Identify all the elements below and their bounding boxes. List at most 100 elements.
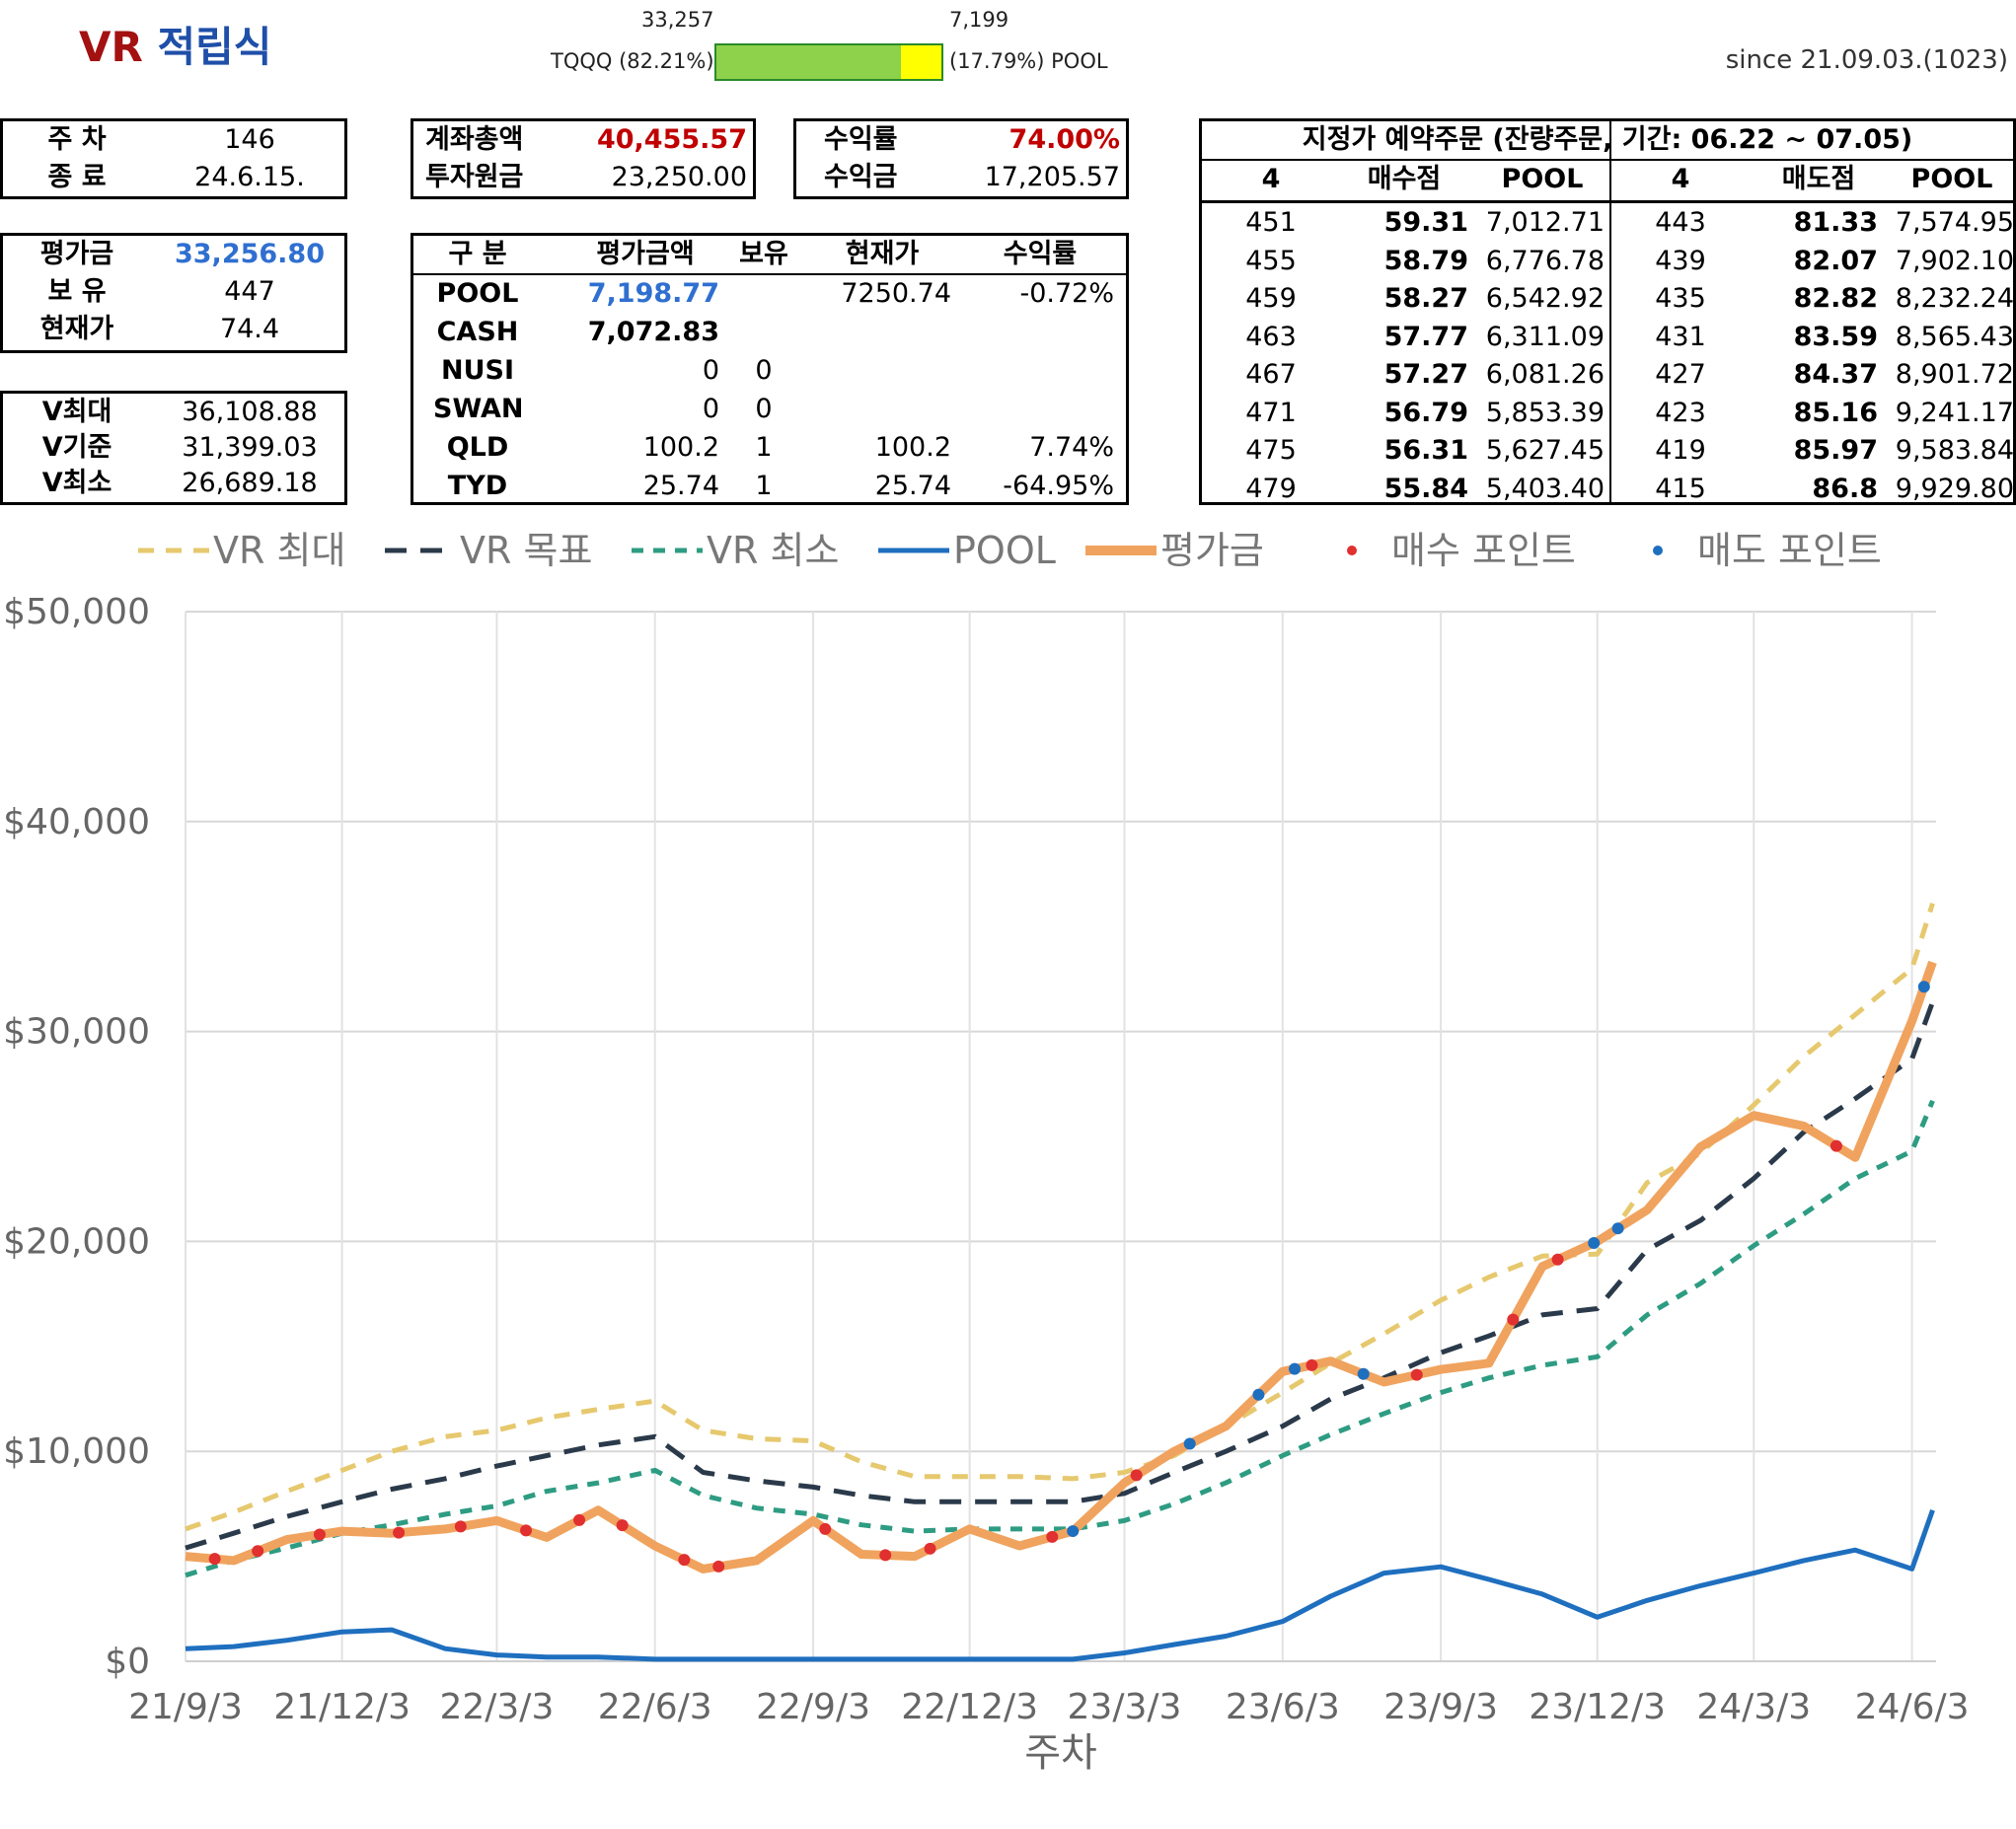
price-value: 74.4 bbox=[219, 314, 280, 344]
buy-point bbox=[1130, 1469, 1143, 1482]
legend-item: VR 최대 bbox=[138, 529, 345, 572]
eval-value: 33,256.80 bbox=[174, 239, 326, 269]
orders-header-buy-pool: POOL bbox=[1501, 164, 1584, 194]
holdings-cell: 7,072.83 bbox=[587, 317, 719, 347]
holdings-cell: 0 bbox=[702, 394, 719, 424]
order-cell: 439 bbox=[1655, 245, 1706, 276]
legend-item: POOL bbox=[878, 529, 1056, 572]
return-rate-label: 수익률 bbox=[824, 124, 898, 155]
order-cell: 58.79 bbox=[1383, 245, 1468, 276]
legend-label: 평가금 bbox=[1160, 529, 1264, 572]
chart-series bbox=[185, 903, 1937, 1662]
holdings-header-value: 평가금액 bbox=[596, 239, 695, 269]
order-cell: 8,565.43 bbox=[1895, 321, 2014, 352]
sell-point bbox=[1183, 1437, 1196, 1450]
vbase-value: 31,399.03 bbox=[182, 432, 318, 463]
week-row: 주 차 146 bbox=[3, 121, 344, 159]
profit-box: 수익률 74.00% 수익금 17,205.57 bbox=[793, 118, 1129, 199]
buy-point bbox=[252, 1545, 264, 1558]
allocation-tqqq-fill bbox=[716, 45, 902, 79]
legend-label: POOL bbox=[953, 529, 1056, 572]
holdings-cell: TYD bbox=[447, 471, 508, 501]
y-tick-label: $30,000 bbox=[3, 1012, 150, 1053]
end-row: 종 료 24.6.15. bbox=[3, 159, 344, 196]
order-cell: 475 bbox=[1245, 435, 1297, 466]
legend-item: 매도 포인트 bbox=[1653, 529, 1882, 572]
buy-point bbox=[924, 1542, 936, 1555]
order-cell: 8,901.72 bbox=[1895, 359, 2014, 390]
order-cell: 459 bbox=[1245, 283, 1297, 314]
hold-label: 보 유 bbox=[47, 276, 107, 307]
buy-point bbox=[678, 1554, 691, 1567]
buy-point bbox=[313, 1528, 326, 1541]
order-cell: 7,574.95 bbox=[1895, 207, 2014, 238]
y-tick-label: $10,000 bbox=[3, 1431, 150, 1472]
buy-point bbox=[616, 1519, 629, 1532]
alloc-right-top: 7,199 bbox=[949, 8, 1009, 32]
sell-point bbox=[1611, 1222, 1624, 1235]
allocation-bar bbox=[714, 43, 943, 81]
account-total-row: 계좌총액 40,455.57 bbox=[413, 121, 753, 159]
holdings-cell: 7.74% bbox=[1029, 432, 1114, 463]
alloc-left-top: 33,257 bbox=[641, 8, 714, 32]
orders-header-buy-qty: 4 bbox=[1261, 164, 1281, 194]
series-line-0 bbox=[185, 903, 1935, 1532]
x-tick-label: 21/9/3 bbox=[128, 1687, 243, 1727]
vmin-row: V최소 26,689.18 bbox=[3, 465, 344, 502]
order-cell: 59.31 bbox=[1383, 207, 1468, 238]
holdings-row: NUSI 0 0 bbox=[413, 352, 1126, 390]
x-axis-ticks: 21/9/3 21/12/3 22/3/3 22/6/3 22/9/3 22/12/3 23… bbox=[128, 1687, 1969, 1727]
x-tick-label: 23/3/3 bbox=[1068, 1687, 1182, 1727]
order-row: 467 57.27 6,081.26 427 84.37 8,901.72 bbox=[1202, 356, 2014, 394]
legend-label: VR 최소 bbox=[707, 529, 839, 572]
return-rate-value: 74.00% bbox=[1008, 124, 1120, 155]
holdings-row: CASH 7,072.83 bbox=[413, 314, 1126, 351]
profit-row: 수익금 17,205.57 bbox=[796, 159, 1126, 196]
holdings-header-return: 수익률 bbox=[1003, 239, 1078, 269]
page-title: VR 적립식 bbox=[79, 14, 271, 74]
holdings-header-kind: 구 분 bbox=[448, 239, 507, 269]
alloc-left-label: TQQQ (82.21%) bbox=[551, 49, 714, 73]
title-vr: VR bbox=[79, 23, 143, 71]
vbase-row: V기준 31,399.03 bbox=[3, 429, 344, 467]
buy-point bbox=[393, 1526, 406, 1539]
price-row: 현재가 74.4 bbox=[3, 311, 344, 348]
x-tick-label: 23/6/3 bbox=[1226, 1687, 1340, 1727]
chart-legend: VR 최대 VR 목표 VR 최소 POOL 평가금 매수 포인트 매도 포인트 bbox=[138, 529, 1882, 572]
order-cell: 57.27 bbox=[1383, 359, 1468, 390]
x-tick-label: 24/3/3 bbox=[1696, 1687, 1811, 1727]
legend-marker bbox=[1347, 546, 1357, 555]
orders-header-sell-qty: 4 bbox=[1671, 164, 1690, 194]
buy-point bbox=[1551, 1253, 1564, 1266]
allocation-pool-fill bbox=[901, 45, 941, 79]
buy-point bbox=[1829, 1139, 1842, 1152]
y-axis-ticks: $0 $10,000 $20,000 $30,000 $40,000 $50,000 bbox=[3, 592, 150, 1682]
order-cell: 82.07 bbox=[1793, 245, 1878, 276]
profit-value: 17,205.57 bbox=[984, 162, 1120, 192]
holdings-cell: 0 bbox=[755, 355, 773, 386]
holdings-divider bbox=[413, 273, 1126, 275]
order-cell: 455 bbox=[1245, 245, 1297, 276]
orders-header-sell-price: 매도점 bbox=[1781, 164, 1856, 194]
v-box: V최대 36,108.88 V기준 31,399.03 V최소 26,689.1… bbox=[0, 391, 347, 505]
holdings-row: TYD 25.74 1 25.74 -64.95% bbox=[413, 468, 1126, 505]
order-cell: 81.33 bbox=[1793, 207, 1878, 238]
order-cell: 82.82 bbox=[1793, 283, 1878, 314]
x-tick-label: 22/12/3 bbox=[901, 1687, 1038, 1727]
buy-point bbox=[454, 1520, 467, 1533]
holdings-cell: 7250.74 bbox=[841, 278, 951, 309]
order-cell: 5,853.39 bbox=[1485, 397, 1605, 428]
order-cell: 451 bbox=[1245, 207, 1297, 238]
order-cell: 56.31 bbox=[1383, 435, 1468, 466]
buy-point bbox=[1410, 1368, 1423, 1381]
alloc-right-label: (17.79%) POOL bbox=[949, 49, 1108, 73]
x-tick-label: 23/12/3 bbox=[1529, 1687, 1666, 1727]
legend-label: 매수 포인트 bbox=[1391, 529, 1576, 572]
order-cell: 5,627.45 bbox=[1485, 435, 1605, 466]
order-row: 479 55.84 5,403.40 415 86.8 9,929.80 bbox=[1202, 471, 2014, 508]
order-cell: 9,929.80 bbox=[1895, 473, 2014, 504]
order-cell: 6,311.09 bbox=[1485, 321, 1605, 352]
return-rate-row: 수익률 74.00% bbox=[796, 121, 1126, 159]
orders-header-divider bbox=[1202, 200, 2013, 203]
order-cell: 5,403.40 bbox=[1485, 473, 1605, 504]
